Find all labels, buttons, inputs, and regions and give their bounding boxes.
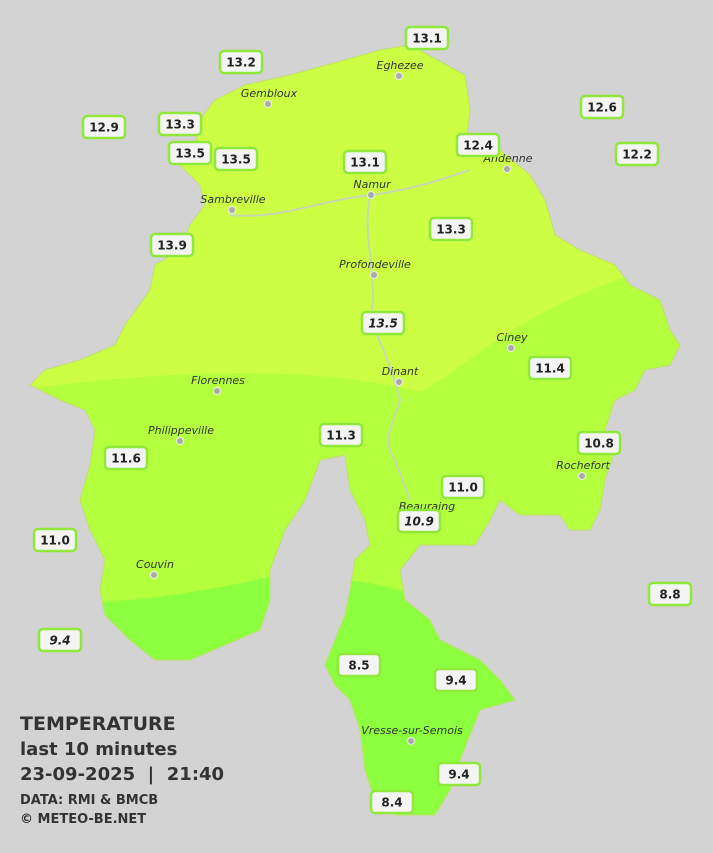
town-label: Eghezee <box>377 59 424 72</box>
station-value: 13.5 <box>175 147 205 161</box>
station-value: 11.6 <box>111 452 141 466</box>
legend-copyright: © METEO-BE.NET <box>20 812 146 827</box>
station-value: 11.3 <box>326 429 356 443</box>
town-dot <box>370 271 378 279</box>
town-label: Ciney <box>497 331 528 344</box>
station-box <box>576 430 622 456</box>
station-box <box>455 132 501 158</box>
station-value: 11.0 <box>40 534 70 548</box>
town-dot <box>578 472 586 480</box>
station-value: 12.4 <box>463 139 493 153</box>
station-value: 13.3 <box>436 223 466 237</box>
town-dot <box>228 206 236 214</box>
town-label: Couvin <box>136 558 174 571</box>
station-box <box>433 667 479 693</box>
station-value: 9.4 <box>448 768 469 782</box>
town-label: Profondeville <box>339 258 411 271</box>
town-label: Namur <box>353 178 392 191</box>
station-box <box>647 581 693 607</box>
town-label: Sambreville <box>200 193 265 206</box>
station-box <box>527 355 573 381</box>
station-box <box>37 627 83 653</box>
station-box <box>614 141 660 167</box>
legend-title: TEMPERATURE <box>20 713 176 735</box>
station-box <box>428 216 474 242</box>
town-dot <box>507 344 515 352</box>
town-label: Gembloux <box>241 87 298 100</box>
station-box <box>369 789 415 815</box>
station-value: 12.6 <box>587 101 617 115</box>
station-value: 9.4 <box>49 634 70 648</box>
station-value: 11.4 <box>535 362 565 376</box>
station-value: 8.4 <box>381 796 402 810</box>
station-value: 13.9 <box>157 239 187 253</box>
station-value: 13.5 <box>368 317 398 331</box>
station-box <box>32 527 78 553</box>
town-dot <box>264 100 272 108</box>
station-value: 13.3 <box>165 118 195 132</box>
town-label: Vresse-sur-Semois <box>361 724 463 737</box>
town-label: Florennes <box>191 374 245 387</box>
town-label: Dinant <box>382 365 419 378</box>
station-value: 11.0 <box>448 481 478 495</box>
station-value: 10.9 <box>404 515 434 529</box>
station-box <box>404 25 450 51</box>
station-value: 9.4 <box>445 674 466 688</box>
town-dot <box>150 571 158 579</box>
station-box <box>218 49 264 75</box>
station-box <box>336 652 382 678</box>
town-dot <box>395 378 403 386</box>
station-box <box>440 474 486 500</box>
station-box <box>360 310 406 336</box>
station-box <box>579 94 625 120</box>
station-value: 10.8 <box>584 437 614 451</box>
town-label: Philippeville <box>148 424 214 437</box>
station-box <box>103 445 149 471</box>
station-box <box>396 508 442 534</box>
station-box <box>81 114 127 140</box>
station-value: 13.1 <box>412 32 442 46</box>
town-dot <box>213 387 221 395</box>
station-box <box>436 761 482 787</box>
station-value: 12.2 <box>622 148 652 162</box>
station-value: 8.5 <box>348 659 369 673</box>
station-box <box>342 149 388 175</box>
station-value: 8.8 <box>659 588 680 602</box>
station-value: 13.2 <box>226 56 256 70</box>
town-label: Rochefort <box>556 459 610 472</box>
station-value: 13.1 <box>350 156 380 170</box>
station-box <box>213 146 259 172</box>
station-box <box>157 111 203 137</box>
station-box <box>149 232 195 258</box>
legend-timestamp: 23-09-2025 | 21:40 <box>20 764 224 785</box>
town-dot <box>395 72 403 80</box>
station-box <box>167 140 213 166</box>
town-dot <box>176 437 184 445</box>
station-value: 12.9 <box>89 121 119 135</box>
town-dot <box>407 737 415 745</box>
legend-subtitle: last 10 minutes <box>20 739 177 760</box>
station-box <box>318 422 364 448</box>
town-dot <box>367 191 375 199</box>
legend-source: DATA: RMI & BMCB <box>20 793 158 808</box>
station-value: 13.5 <box>221 153 251 167</box>
town-dot <box>503 165 511 173</box>
